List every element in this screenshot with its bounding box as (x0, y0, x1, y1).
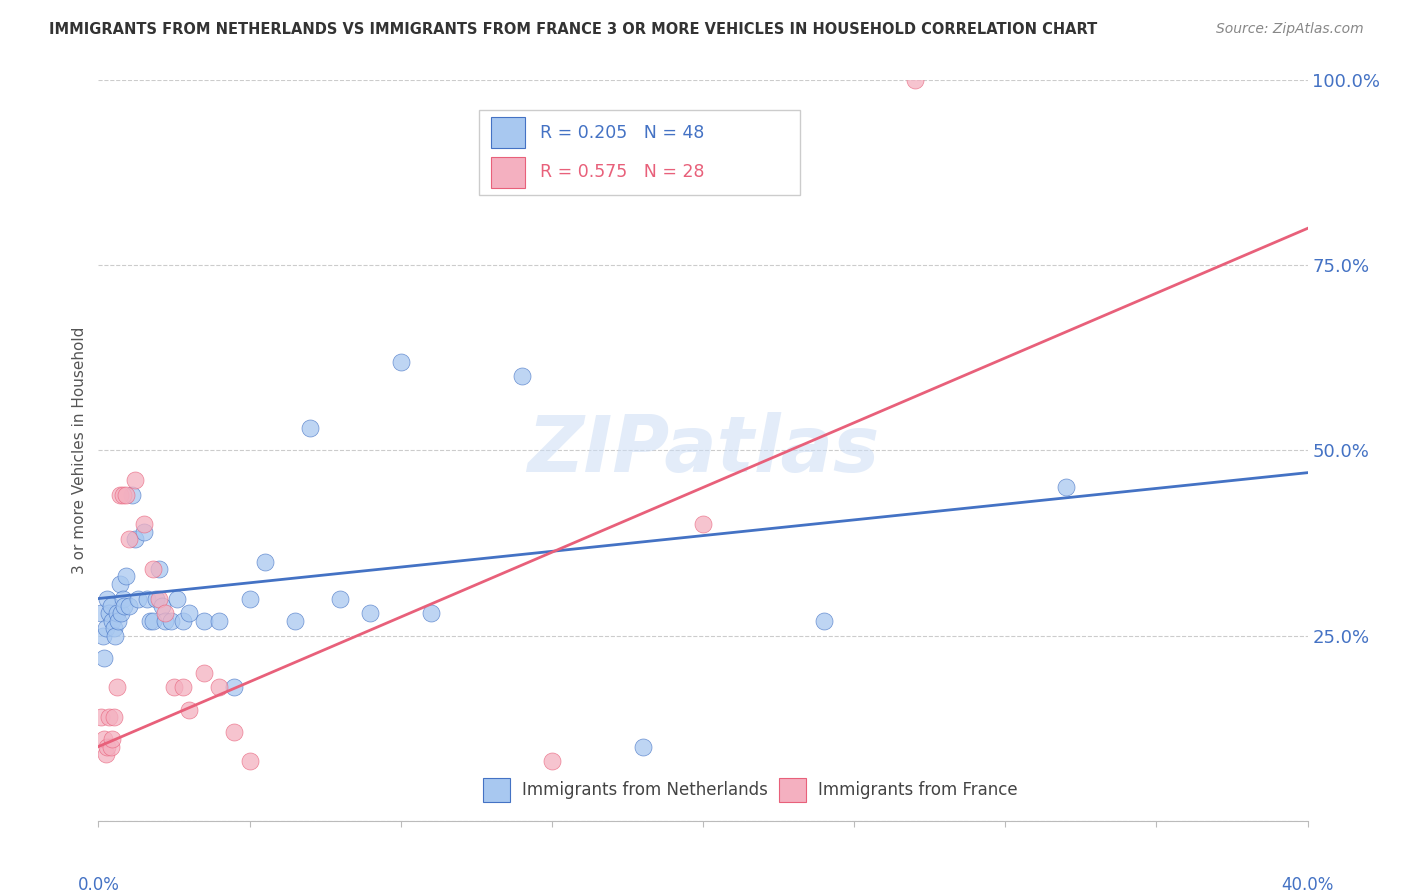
Point (98, 710, 121, 724)
Text: Immigrants from France: Immigrants from France (818, 780, 1018, 799)
Text: 0.0%: 0.0% (77, 876, 120, 892)
Point (105, 607, 128, 621)
Point (142, 562, 165, 576)
Point (360, 607, 382, 621)
Point (179, 703, 201, 717)
Point (208, 614, 231, 628)
Point (1054, 481, 1077, 495)
Text: ZIPatlas: ZIPatlas (527, 412, 879, 489)
Point (132, 517, 155, 532)
Point (145, 591, 167, 606)
Text: Immigrants from Netherlands: Immigrants from Netherlands (522, 780, 768, 799)
Point (112, 599, 135, 613)
Point (150, 599, 173, 613)
Point (193, 665, 215, 680)
Point (132, 524, 155, 539)
Point (114, 569, 136, 583)
Point (111, 488, 134, 502)
Point (100, 739, 122, 754)
Point (139, 614, 162, 628)
Point (163, 681, 186, 695)
Point (510, 369, 533, 384)
Point (172, 614, 194, 628)
Point (100, 599, 122, 613)
Point (118, 533, 141, 547)
Point (224, 724, 246, 739)
Point (389, 354, 412, 368)
Point (148, 591, 170, 606)
Point (224, 681, 246, 695)
Point (93, 650, 115, 665)
Point (299, 421, 322, 435)
Point (239, 755, 262, 769)
Point (813, 614, 835, 628)
Point (153, 607, 176, 621)
Point (284, 614, 307, 628)
FancyBboxPatch shape (482, 778, 509, 802)
Y-axis label: 3 or more Vehicles in Household: 3 or more Vehicles in Household (72, 326, 87, 574)
FancyBboxPatch shape (492, 156, 526, 187)
Point (124, 473, 146, 487)
Point (153, 614, 176, 628)
FancyBboxPatch shape (492, 118, 526, 148)
Text: R = 0.575   N = 28: R = 0.575 N = 28 (540, 163, 704, 181)
Point (90, 607, 112, 621)
Point (110, 607, 132, 621)
Point (90, 710, 112, 724)
Point (239, 591, 262, 606)
Point (904, 73, 927, 87)
Point (111, 591, 134, 606)
Point (193, 614, 215, 628)
Point (692, 517, 714, 532)
Text: IMMIGRANTS FROM NETHERLANDS VS IMMIGRANTS FROM FRANCE 3 OR MORE VEHICLES IN HOUS: IMMIGRANTS FROM NETHERLANDS VS IMMIGRANT… (49, 22, 1098, 37)
Point (124, 533, 146, 547)
Point (94, 747, 117, 761)
Point (114, 488, 136, 502)
Point (420, 607, 443, 621)
Point (96, 591, 118, 606)
Point (540, 755, 562, 769)
Point (208, 681, 231, 695)
Point (107, 614, 129, 628)
Point (108, 488, 131, 502)
Point (121, 488, 143, 502)
Point (135, 591, 157, 606)
Text: R = 0.205   N = 48: R = 0.205 N = 48 (540, 124, 704, 142)
Point (101, 614, 124, 628)
Point (631, 739, 654, 754)
Point (108, 576, 131, 591)
Point (91, 628, 114, 642)
Point (179, 607, 201, 621)
Point (93, 732, 115, 747)
Text: 40.0%: 40.0% (1281, 876, 1334, 892)
Point (127, 591, 149, 606)
Point (118, 599, 141, 613)
Point (96, 739, 118, 754)
Point (98, 607, 121, 621)
Point (105, 681, 128, 695)
Point (103, 621, 125, 635)
FancyBboxPatch shape (779, 778, 806, 802)
Point (103, 710, 125, 724)
Point (101, 732, 124, 747)
Point (142, 614, 165, 628)
Point (94, 621, 117, 635)
Point (172, 681, 194, 695)
Point (104, 628, 127, 642)
Point (148, 562, 170, 576)
Text: Source: ZipAtlas.com: Source: ZipAtlas.com (1216, 22, 1364, 37)
Point (160, 614, 183, 628)
Point (253, 555, 276, 569)
FancyBboxPatch shape (479, 110, 800, 195)
Point (329, 591, 352, 606)
Point (166, 591, 188, 606)
